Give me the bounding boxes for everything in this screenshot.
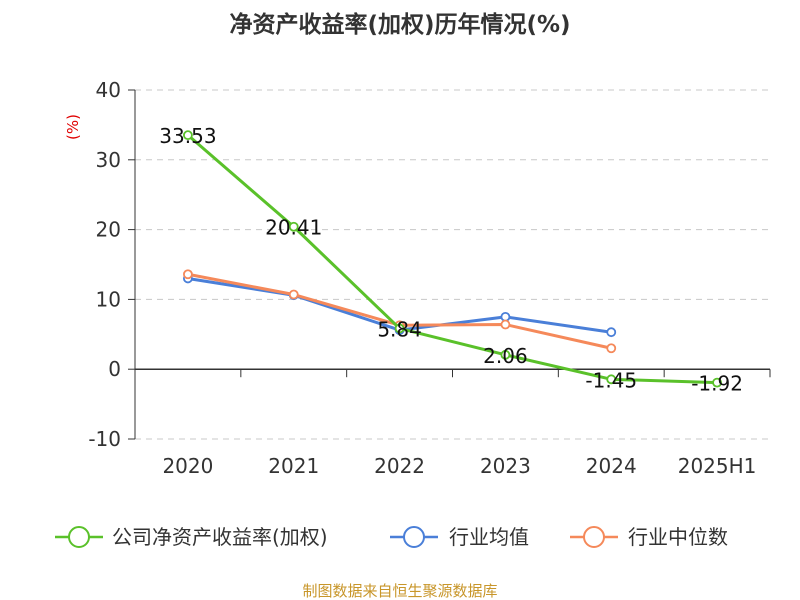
data-point <box>183 130 193 141</box>
data-point <box>606 343 617 354</box>
y-tick-label: -10 <box>88 427 121 451</box>
y-tick-label: 20 <box>96 218 121 242</box>
data-point <box>712 377 722 388</box>
data-label: 20.41 <box>265 216 322 240</box>
data-labels: 33.53 20.41 5.84 2.06 -1.45 -1.92 <box>159 124 743 395</box>
y-tick-label: 30 <box>96 148 121 172</box>
data-label: 2.06 <box>483 344 528 368</box>
legend-label: 行业均值 <box>449 525 529 549</box>
y-axis-unit-label: (%) <box>64 114 82 140</box>
series-line <box>186 134 718 385</box>
y-tick-label: 10 <box>96 287 121 311</box>
x-tick-label: 2023 <box>480 454 531 478</box>
legend-label: 公司净资产收益率(加权) <box>112 525 328 549</box>
legend-swatch-marker <box>403 526 425 548</box>
data-point <box>606 327 617 338</box>
gridlines <box>135 89 770 440</box>
data-point <box>394 323 405 334</box>
legend-swatch-marker <box>583 526 605 548</box>
legend-item: 行业均值 <box>390 525 529 549</box>
data-point <box>606 374 617 385</box>
data-label: 5.84 <box>377 317 422 341</box>
data-point <box>500 319 511 330</box>
x-tick-label: 2024 <box>586 454 637 478</box>
series-lines <box>183 130 722 388</box>
data-label: -1.45 <box>585 368 637 392</box>
legend-item: 行业中位数 <box>570 525 728 549</box>
data-point <box>183 269 193 280</box>
data-label: -1.92 <box>691 372 743 396</box>
data-point <box>288 289 299 300</box>
x-tick-label: 2022 <box>374 454 425 478</box>
x-tick-label: 2025H1 <box>678 454 757 478</box>
axes: -10 0 10 20 30 40 2020 2021 2022 2023 2024 2025H1 <box>88 78 771 478</box>
data-point <box>288 221 299 232</box>
source-note: 制图数据来自恒生聚源数据库 <box>302 582 497 600</box>
legend-label: 行业中位数 <box>628 525 728 549</box>
y-tick-label: 40 <box>96 78 121 102</box>
legend-swatch-marker <box>68 526 90 548</box>
y-tick-label: 0 <box>108 357 121 381</box>
x-tick-label: 2021 <box>268 454 319 478</box>
legend: 公司净资产收益率(加权) 行业均值 行业中位数 <box>55 525 728 549</box>
data-point <box>500 349 511 360</box>
data-label: 33.53 <box>159 124 216 148</box>
chart-title: 净资产收益率(加权)历年情况(%) <box>229 11 570 38</box>
legend-item: 公司净资产收益率(加权) <box>55 525 328 549</box>
x-tick-label: 2020 <box>162 454 213 478</box>
